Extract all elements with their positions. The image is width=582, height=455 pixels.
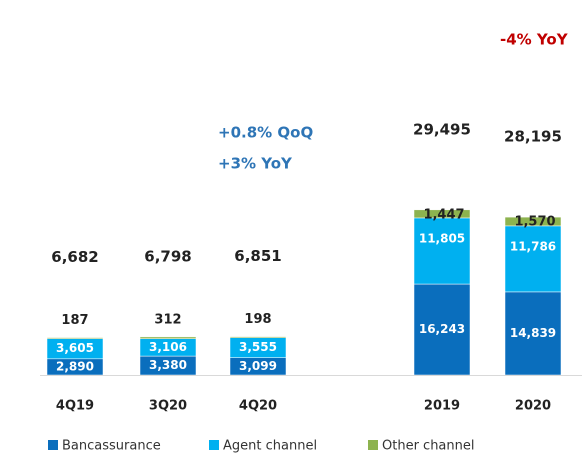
segment-label: 2,890 [56, 359, 94, 373]
x-tick-label: 3Q20 [149, 399, 187, 414]
bar-segment [504, 225, 562, 293]
segment-label: 312 [154, 312, 181, 327]
bar-segment [413, 209, 471, 219]
annotation: +3% YoY [218, 155, 293, 173]
bar-segment [229, 336, 287, 338]
segment-label: 187 [61, 313, 88, 328]
x-tick-label: 4Q20 [239, 399, 277, 414]
x-tick-label: 2019 [424, 399, 460, 414]
segment-label: 11,786 [510, 239, 556, 253]
bar-segment [139, 336, 197, 339]
segment-label: 1,447 [423, 207, 464, 222]
total-label: 6,682 [51, 248, 98, 266]
annotation: -4% YoY [500, 31, 569, 49]
total-label: 28,195 [504, 128, 562, 146]
legend-label: Bancassurance [62, 439, 161, 454]
x-tick-label: 2020 [515, 399, 551, 414]
bar-segment [504, 291, 562, 376]
segment-label: 3,099 [239, 359, 277, 373]
x-tick-label: 4Q19 [56, 399, 94, 414]
legend-swatch [48, 440, 58, 450]
segment-label: 16,243 [419, 322, 465, 336]
annotation: +0.8% QoQ [218, 124, 313, 142]
legend-swatch [209, 440, 219, 450]
bar-segment [504, 216, 562, 227]
segment-label: 3,555 [239, 340, 277, 354]
total-label: 6,851 [234, 247, 281, 265]
segment-label: 3,106 [149, 340, 187, 354]
bar-segment [413, 217, 471, 285]
bar-segment [46, 337, 104, 339]
segment-label: 11,805 [419, 231, 465, 245]
segment-label: 1,570 [514, 215, 555, 230]
segment-label: 3,605 [56, 341, 94, 355]
total-label: 29,495 [413, 120, 471, 138]
total-label: 6,798 [144, 247, 191, 265]
segment-label: 14,839 [510, 326, 556, 340]
segment-label: 3,380 [149, 358, 187, 372]
legend-label: Other channel [382, 439, 475, 454]
legend-label: Agent channel [223, 439, 317, 454]
legend-swatch [368, 440, 378, 450]
segment-label: 198 [244, 312, 271, 327]
